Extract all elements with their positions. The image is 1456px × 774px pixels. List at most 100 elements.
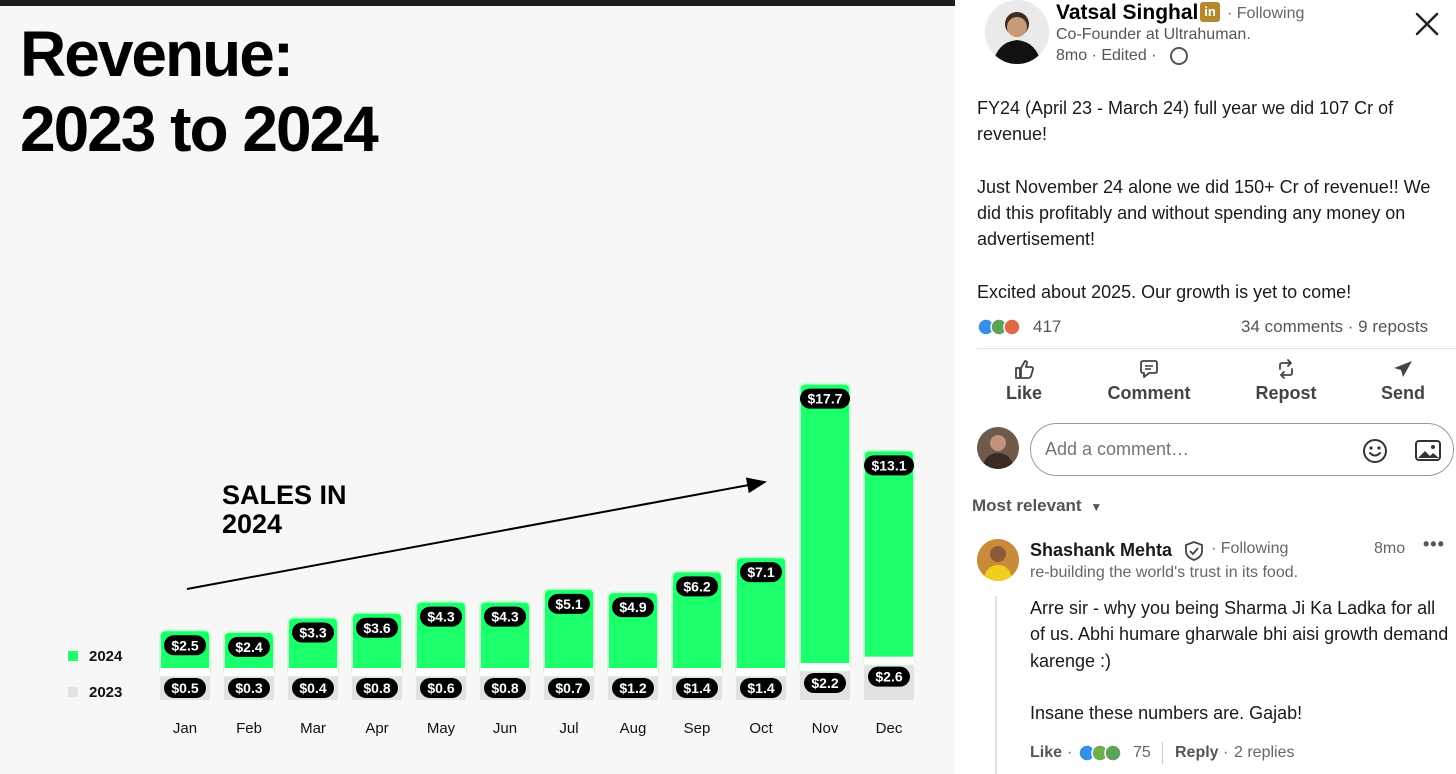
data-label-2024-jan-bg [164, 635, 206, 656]
post-body: FY24 (April 23 - March 24) full year we … [977, 95, 1449, 332]
like-button[interactable]: Like [969, 358, 1079, 408]
data-label-2023-dec-bg [868, 666, 910, 687]
comments-reposts-count[interactable]: 34 comments · 9 reposts [1241, 317, 1429, 336]
bar-divider-sep [672, 668, 722, 676]
data-label-2024-dec: $13.1 [871, 457, 906, 473]
comment-paragraph-2: Insane these numbers are. Gajab! [1030, 703, 1303, 724]
reactions-count[interactable]: 417 [1033, 317, 1062, 336]
commenter-avatar[interactable] [977, 539, 1019, 581]
data-label-2024-oct: $7.1 [747, 564, 774, 580]
person-icon [977, 539, 1019, 581]
data-label-2024-aug: $4.9 [619, 599, 646, 615]
data-label-2024-jan: $2.5 [171, 637, 198, 653]
data-label-2023-feb: $0.3 [235, 680, 262, 696]
data-label-2024-mar-bg [292, 622, 334, 643]
bar-divider-oct [736, 668, 786, 676]
x-tick-label-jul: Jul [559, 720, 578, 737]
comment-replies-link[interactable]: 2 replies [1234, 744, 1295, 761]
data-label-2023-jan-bg [164, 678, 206, 698]
actions-divider [977, 348, 1456, 349]
send-button[interactable]: Send [1348, 358, 1456, 408]
comment-reactions-count[interactable]: 75 [1133, 744, 1151, 761]
legend-swatch-2024 [68, 651, 78, 661]
data-label-2023-may: $0.6 [427, 680, 454, 696]
reaction-icons[interactable] [977, 317, 1025, 337]
bar-divider-dec [864, 656, 914, 665]
bar-divider-mar [288, 668, 338, 676]
x-tick-label-mar: Mar [300, 720, 326, 737]
like-label: Like [1005, 383, 1043, 403]
x-tick-label-nov: Nov [812, 720, 839, 737]
data-label-2023-apr-bg [356, 678, 398, 698]
data-label-2023-aug-bg [612, 678, 654, 698]
comment-box[interactable] [1030, 423, 1454, 476]
data-label-2023-jun: $0.8 [491, 680, 518, 696]
comment-like-button[interactable]: Like [1030, 744, 1063, 761]
x-tick-label-jun: Jun [493, 720, 517, 737]
data-label-2024-oct-bg [740, 562, 782, 583]
close-icon [1415, 12, 1439, 36]
comments-sort-dropdown[interactable]: Most relevant ▼ [972, 496, 1102, 516]
bar-divider-may [416, 668, 466, 676]
post-paragraph-3: Excited about 2025. Our growth is yet to… [977, 282, 1352, 303]
x-tick-label-sep: Sep [684, 720, 711, 737]
data-label-2023-mar-bg [292, 678, 334, 698]
commenter-name[interactable]: Shashank Mehta [1030, 540, 1173, 560]
love-reaction-icon [1003, 318, 1021, 336]
author-avatar[interactable] [985, 0, 1049, 64]
x-tick-label-jan: Jan [173, 720, 197, 737]
emoji-icon[interactable] [1361, 437, 1389, 465]
send-label: Send [1380, 383, 1425, 403]
photo-icon[interactable] [1414, 438, 1442, 464]
legend-swatch-2023 [68, 687, 78, 697]
comment-input[interactable] [1045, 439, 1345, 460]
bar-divider-jun [480, 668, 530, 676]
data-label-2023-nov: $2.2 [811, 675, 838, 691]
bar-divider-feb [224, 668, 274, 676]
commenter-following-status[interactable]: · Following [1211, 540, 1289, 557]
data-label-2023-aug: $1.2 [619, 680, 646, 696]
author-following-status[interactable]: · Following [1227, 5, 1305, 22]
comment-reaction-icons[interactable] [1078, 744, 1128, 762]
linkedin-icon: in [1200, 2, 1220, 22]
data-label-2024-sep-bg [676, 576, 718, 597]
image-top-bar [0, 0, 955, 6]
separator-dot: · [1223, 744, 1229, 761]
comment-reply-button[interactable]: Reply [1175, 744, 1219, 761]
comment-label: Comment [1107, 383, 1191, 403]
repost-button[interactable]: Repost [1231, 358, 1341, 408]
x-tick-label-aug: Aug [620, 720, 647, 737]
data-label-2023-oct: $1.4 [747, 680, 774, 696]
bar-divider-jul [544, 668, 594, 676]
comment-more-button[interactable]: ••• [1423, 534, 1445, 554]
data-label-2023-sep: $1.4 [683, 680, 710, 696]
data-label-2024-jul: $5.1 [555, 596, 582, 612]
data-label-2023-may-bg [420, 678, 462, 698]
sales-trend-arrow [186, 477, 767, 590]
data-label-2023-jun-bg [484, 678, 526, 698]
x-tick-label-oct: Oct [749, 720, 773, 737]
data-label-2023-feb-bg [228, 678, 270, 698]
data-label-2023-jan: $0.5 [171, 680, 198, 696]
bar-divider-nov [800, 663, 850, 672]
sort-label: Most relevant [972, 496, 1082, 515]
post-paragraph-1: FY24 (April 23 - March 24) full year we … [977, 98, 1394, 145]
data-label-2023-jul-bg [548, 678, 590, 698]
x-tick-label-apr: Apr [365, 720, 388, 737]
close-button[interactable] [1411, 8, 1443, 40]
bar-divider-jan [160, 668, 210, 676]
person-icon [982, 435, 1014, 469]
author-name[interactable]: Vatsal Singhal [1056, 1, 1199, 24]
viewer-avatar[interactable] [977, 427, 1019, 469]
bar-2024-nov [799, 382, 851, 673]
send-icon [1394, 361, 1412, 377]
celebrate-reaction-icon [1104, 744, 1122, 762]
x-tick-label-feb: Feb [236, 720, 262, 737]
repost-icon [1279, 359, 1293, 379]
data-label-2024-jul-bg [548, 593, 590, 614]
comment-button[interactable]: Comment [1094, 358, 1204, 408]
data-label-2024-feb-bg [228, 636, 270, 657]
thumbs-up-icon [1015, 360, 1034, 379]
data-label-2024-nov: $17.7 [807, 391, 842, 407]
post-panel: Vatsal Singhal in · Following Co-Founder… [955, 0, 1456, 774]
